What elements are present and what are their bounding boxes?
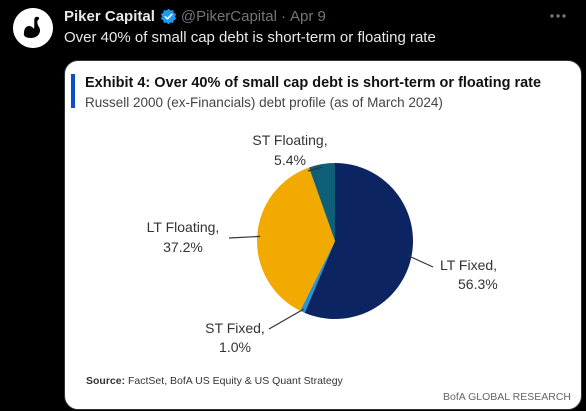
leader-line-lt-fixed (408, 255, 434, 268)
exhibit-subtitle: Russell 2000 (ex-Financials) debt profil… (85, 95, 443, 110)
leader-line-st-fixed (268, 308, 304, 330)
pie-chart: LT Fixed, 56.3% ST Fixed, 1.0% LT Floating, 3… (147, 132, 498, 355)
slice-value-lt-floating: 37.2% (163, 239, 203, 255)
avatar[interactable] (13, 8, 53, 48)
accent-bar (71, 74, 75, 108)
slice-value-lt-fixed: 56.3% (458, 276, 498, 292)
tweet-date[interactable]: Apr 9 (289, 7, 326, 25)
author-handle[interactable]: @PikerCapital (180, 7, 277, 25)
pie-slice-lt-floating (257, 167, 335, 311)
author-name[interactable]: Piker Capital (64, 7, 155, 25)
leader-line-lt-floating (228, 235, 261, 239)
source-note: Source: FactSet, BofA US Equity & US Qua… (86, 375, 343, 387)
header-separator: · (280, 7, 286, 25)
slice-value-st-floating: 5.4% (274, 152, 306, 168)
brand-label: BofA GLOBAL RESEARCH (443, 391, 571, 403)
more-options-icon[interactable] (548, 6, 568, 26)
pie-slice-st-fixed (300, 241, 335, 313)
pie-slice-lt-fixed (304, 163, 414, 319)
slice-label-lt-fixed: LT Fixed, (440, 257, 497, 273)
source-text: FactSet, BofA US Equity & US Quant Strat… (125, 375, 343, 387)
leader-line-st-floating (307, 166, 323, 172)
swan-avatar-icon (13, 8, 53, 48)
source-label: Source: (86, 375, 126, 387)
slice-label-st-floating: ST Floating, (252, 132, 327, 148)
slice-value-st-fixed: 1.0% (219, 339, 251, 355)
exhibit-title: Exhibit 4: Over 40% of small cap debt is… (85, 75, 542, 91)
slice-label-st-fixed: ST Fixed, (205, 320, 265, 336)
verified-badge-icon[interactable] (160, 8, 177, 25)
pie-slice-st-floating (309, 163, 335, 241)
tweet-text: Over 40% of small cap debt is short-term… (64, 29, 436, 46)
tweet-header: Piker Capital @PikerCapital · Apr 9 (64, 6, 576, 26)
image-card[interactable]: Exhibit 4: Over 40% of small cap debt is… (64, 60, 582, 410)
slice-label-lt-floating: LT Floating, (147, 219, 220, 235)
